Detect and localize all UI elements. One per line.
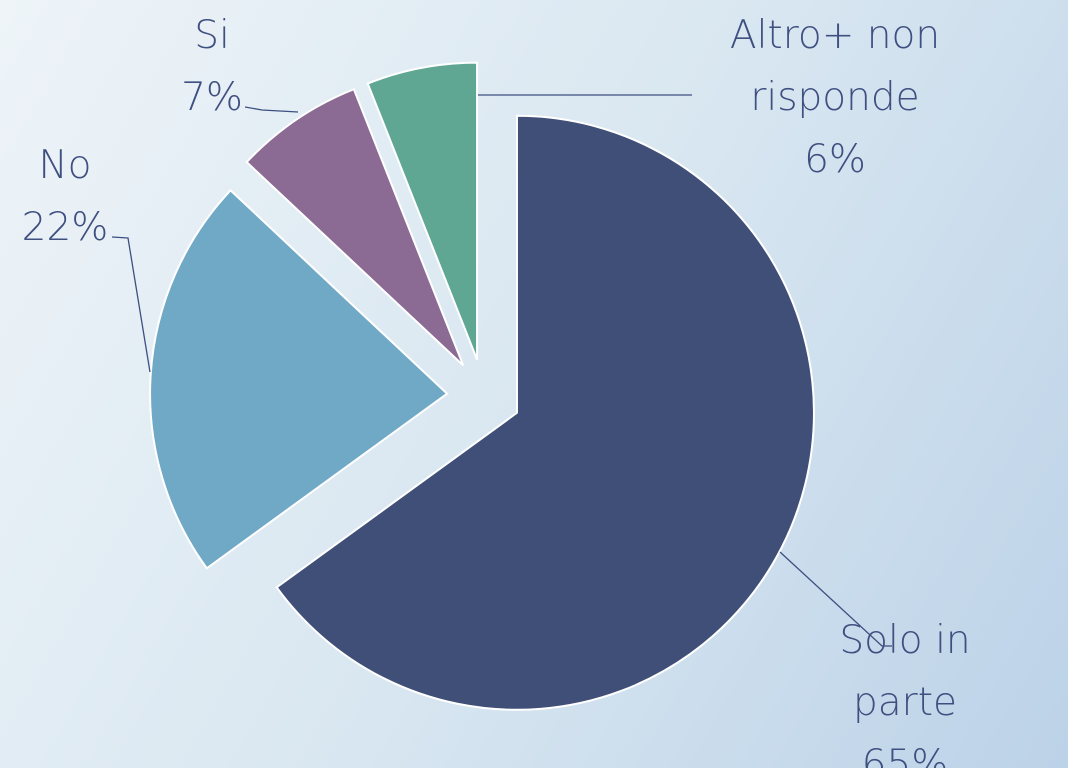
slice-label: Si 7% [122, 5, 302, 129]
category-label: Altro+ non risponde [729, 13, 941, 120]
category-label: Si [194, 13, 230, 58]
value-label: 6% [804, 137, 866, 182]
value-label: 22% [21, 205, 109, 250]
value-label: 65% [861, 742, 949, 768]
slice-label: Solo in parte 65% [810, 610, 1000, 768]
leader-line [779, 551, 892, 647]
slice-label: No 22% [0, 135, 155, 259]
value-label: 7% [181, 75, 243, 120]
leader-line [111, 236, 151, 373]
slice-label: Altro+ non risponde 6% [695, 5, 975, 191]
leader-line [244, 106, 299, 113]
category-label: No [38, 143, 92, 188]
pie-slice [366, 61, 479, 361]
pie-slice [149, 188, 449, 570]
category-label: Solo in parte [839, 618, 971, 725]
pie-slice [245, 87, 465, 367]
pie-slice [275, 114, 815, 711]
